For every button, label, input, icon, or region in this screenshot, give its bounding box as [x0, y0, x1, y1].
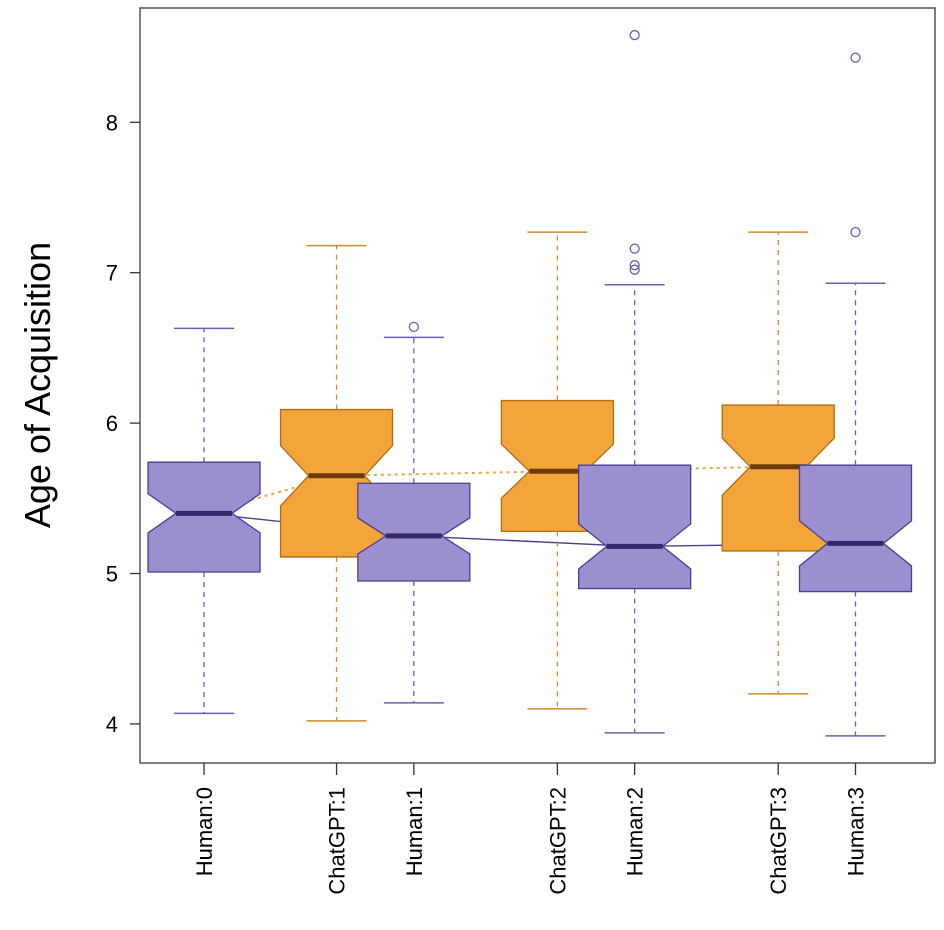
outlier-point [408, 321, 419, 332]
box-human-2 [578, 29, 692, 734]
notched-box [578, 464, 692, 590]
plot-frame [139, 7, 936, 764]
boxes [147, 29, 913, 737]
x-tick-label: ChatGPT:2 [545, 787, 570, 895]
outlier-point [629, 260, 640, 271]
y-tick-label: 4 [106, 712, 118, 737]
y-tick-label: 7 [106, 261, 118, 286]
outlier-point [629, 243, 640, 254]
y-tick-label: 5 [106, 561, 118, 586]
y-axis-label: Age of Acquisition [17, 242, 58, 528]
x-axis: Human:0 ChatGPT:1 Human:1 ChatGPT:2 Human:2 C… [192, 763, 869, 895]
x-tick-label: ChatGPT:1 [325, 787, 350, 895]
outlier-point [629, 264, 640, 275]
notched-box [357, 482, 471, 582]
y-tick-label: 8 [106, 110, 118, 135]
x-tick-label: Human:3 [844, 787, 869, 876]
x-tick-label: Human:2 [623, 787, 648, 876]
x-tick-label: Human:1 [402, 787, 427, 876]
outlier-point [850, 52, 861, 63]
outlier-point [629, 29, 640, 41]
box-human-0 [147, 327, 261, 715]
x-tick-label: ChatGPT:3 [766, 787, 791, 895]
notched-box [147, 461, 261, 573]
x-tick-label: Human:0 [192, 787, 217, 876]
y-tick-label: 6 [106, 411, 118, 436]
y-axis: 4 5 6 7 8 [106, 110, 140, 737]
box-human-1 [357, 321, 471, 704]
box-human-3 [798, 52, 913, 737]
outlier-point [850, 226, 861, 238]
box-chatgpt-3 [721, 231, 835, 695]
notched-box [798, 464, 913, 593]
